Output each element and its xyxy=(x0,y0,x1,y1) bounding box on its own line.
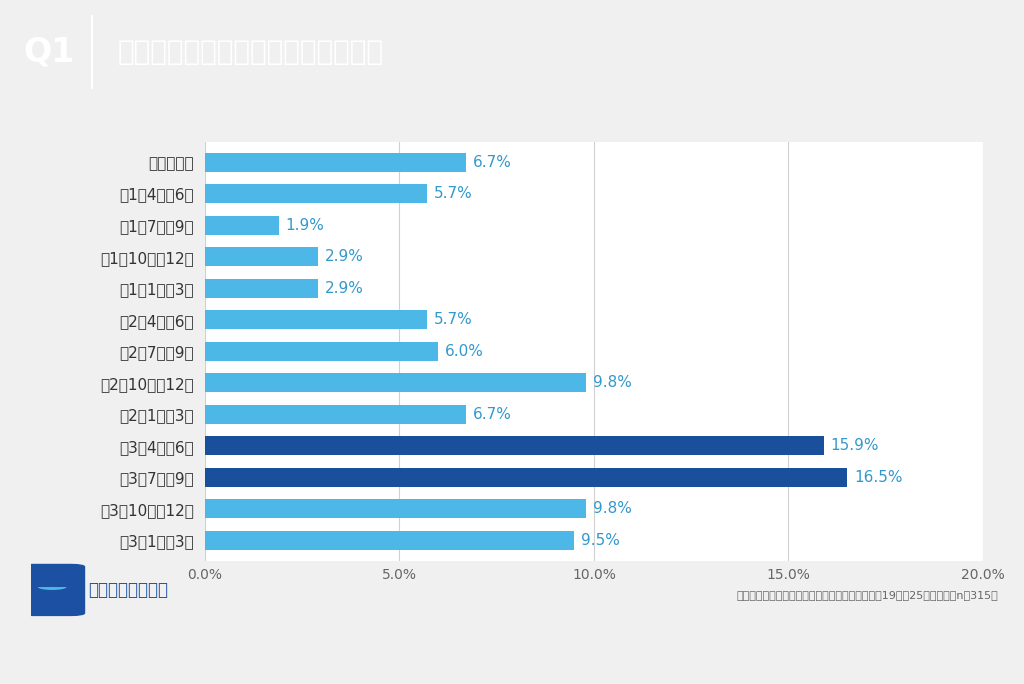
Bar xyxy=(205,373,586,392)
Bar xyxy=(205,311,427,329)
Text: 15.9%: 15.9% xyxy=(830,438,879,453)
Bar xyxy=(205,499,586,518)
Bar xyxy=(205,278,317,298)
Text: 6.0%: 6.0% xyxy=(445,344,484,358)
Text: 6.7%: 6.7% xyxy=(472,407,511,422)
Text: 2.9%: 2.9% xyxy=(325,249,364,264)
Text: 9.8%: 9.8% xyxy=(593,501,632,516)
Text: 5.7%: 5.7% xyxy=(433,312,472,327)
Bar xyxy=(205,468,847,487)
Text: 16.5%: 16.5% xyxy=(854,470,902,485)
Text: 1.9%: 1.9% xyxy=(286,218,325,233)
Text: Q1: Q1 xyxy=(24,36,75,68)
Wedge shape xyxy=(38,587,67,590)
Text: じゅけラボ予備校: じゅけラボ予備校 xyxy=(88,581,168,599)
Bar xyxy=(205,247,317,266)
FancyBboxPatch shape xyxy=(19,564,85,616)
Text: 5.7%: 5.7% xyxy=(433,186,472,201)
Text: 2.9%: 2.9% xyxy=(325,280,364,295)
Bar xyxy=(205,531,574,550)
Text: 9.8%: 9.8% xyxy=(593,376,632,391)
Text: 9.5%: 9.5% xyxy=(582,533,621,548)
Bar xyxy=(205,436,823,456)
Bar xyxy=(205,153,466,172)
Text: 第一志望大学をいつ決めましたか？: 第一志望大学をいつ決めましたか？ xyxy=(118,38,384,66)
Bar xyxy=(205,215,279,235)
Text: 6.7%: 6.7% xyxy=(472,155,511,170)
Bar xyxy=(205,184,427,203)
Bar xyxy=(205,342,438,360)
Text: 大学受験で第一志望の国公立大学に現役合格した19歳～25歳の男女（n＝315）: 大学受験で第一志望の国公立大学に現役合格した19歳～25歳の男女（n＝315） xyxy=(736,590,998,600)
Bar xyxy=(205,405,466,424)
